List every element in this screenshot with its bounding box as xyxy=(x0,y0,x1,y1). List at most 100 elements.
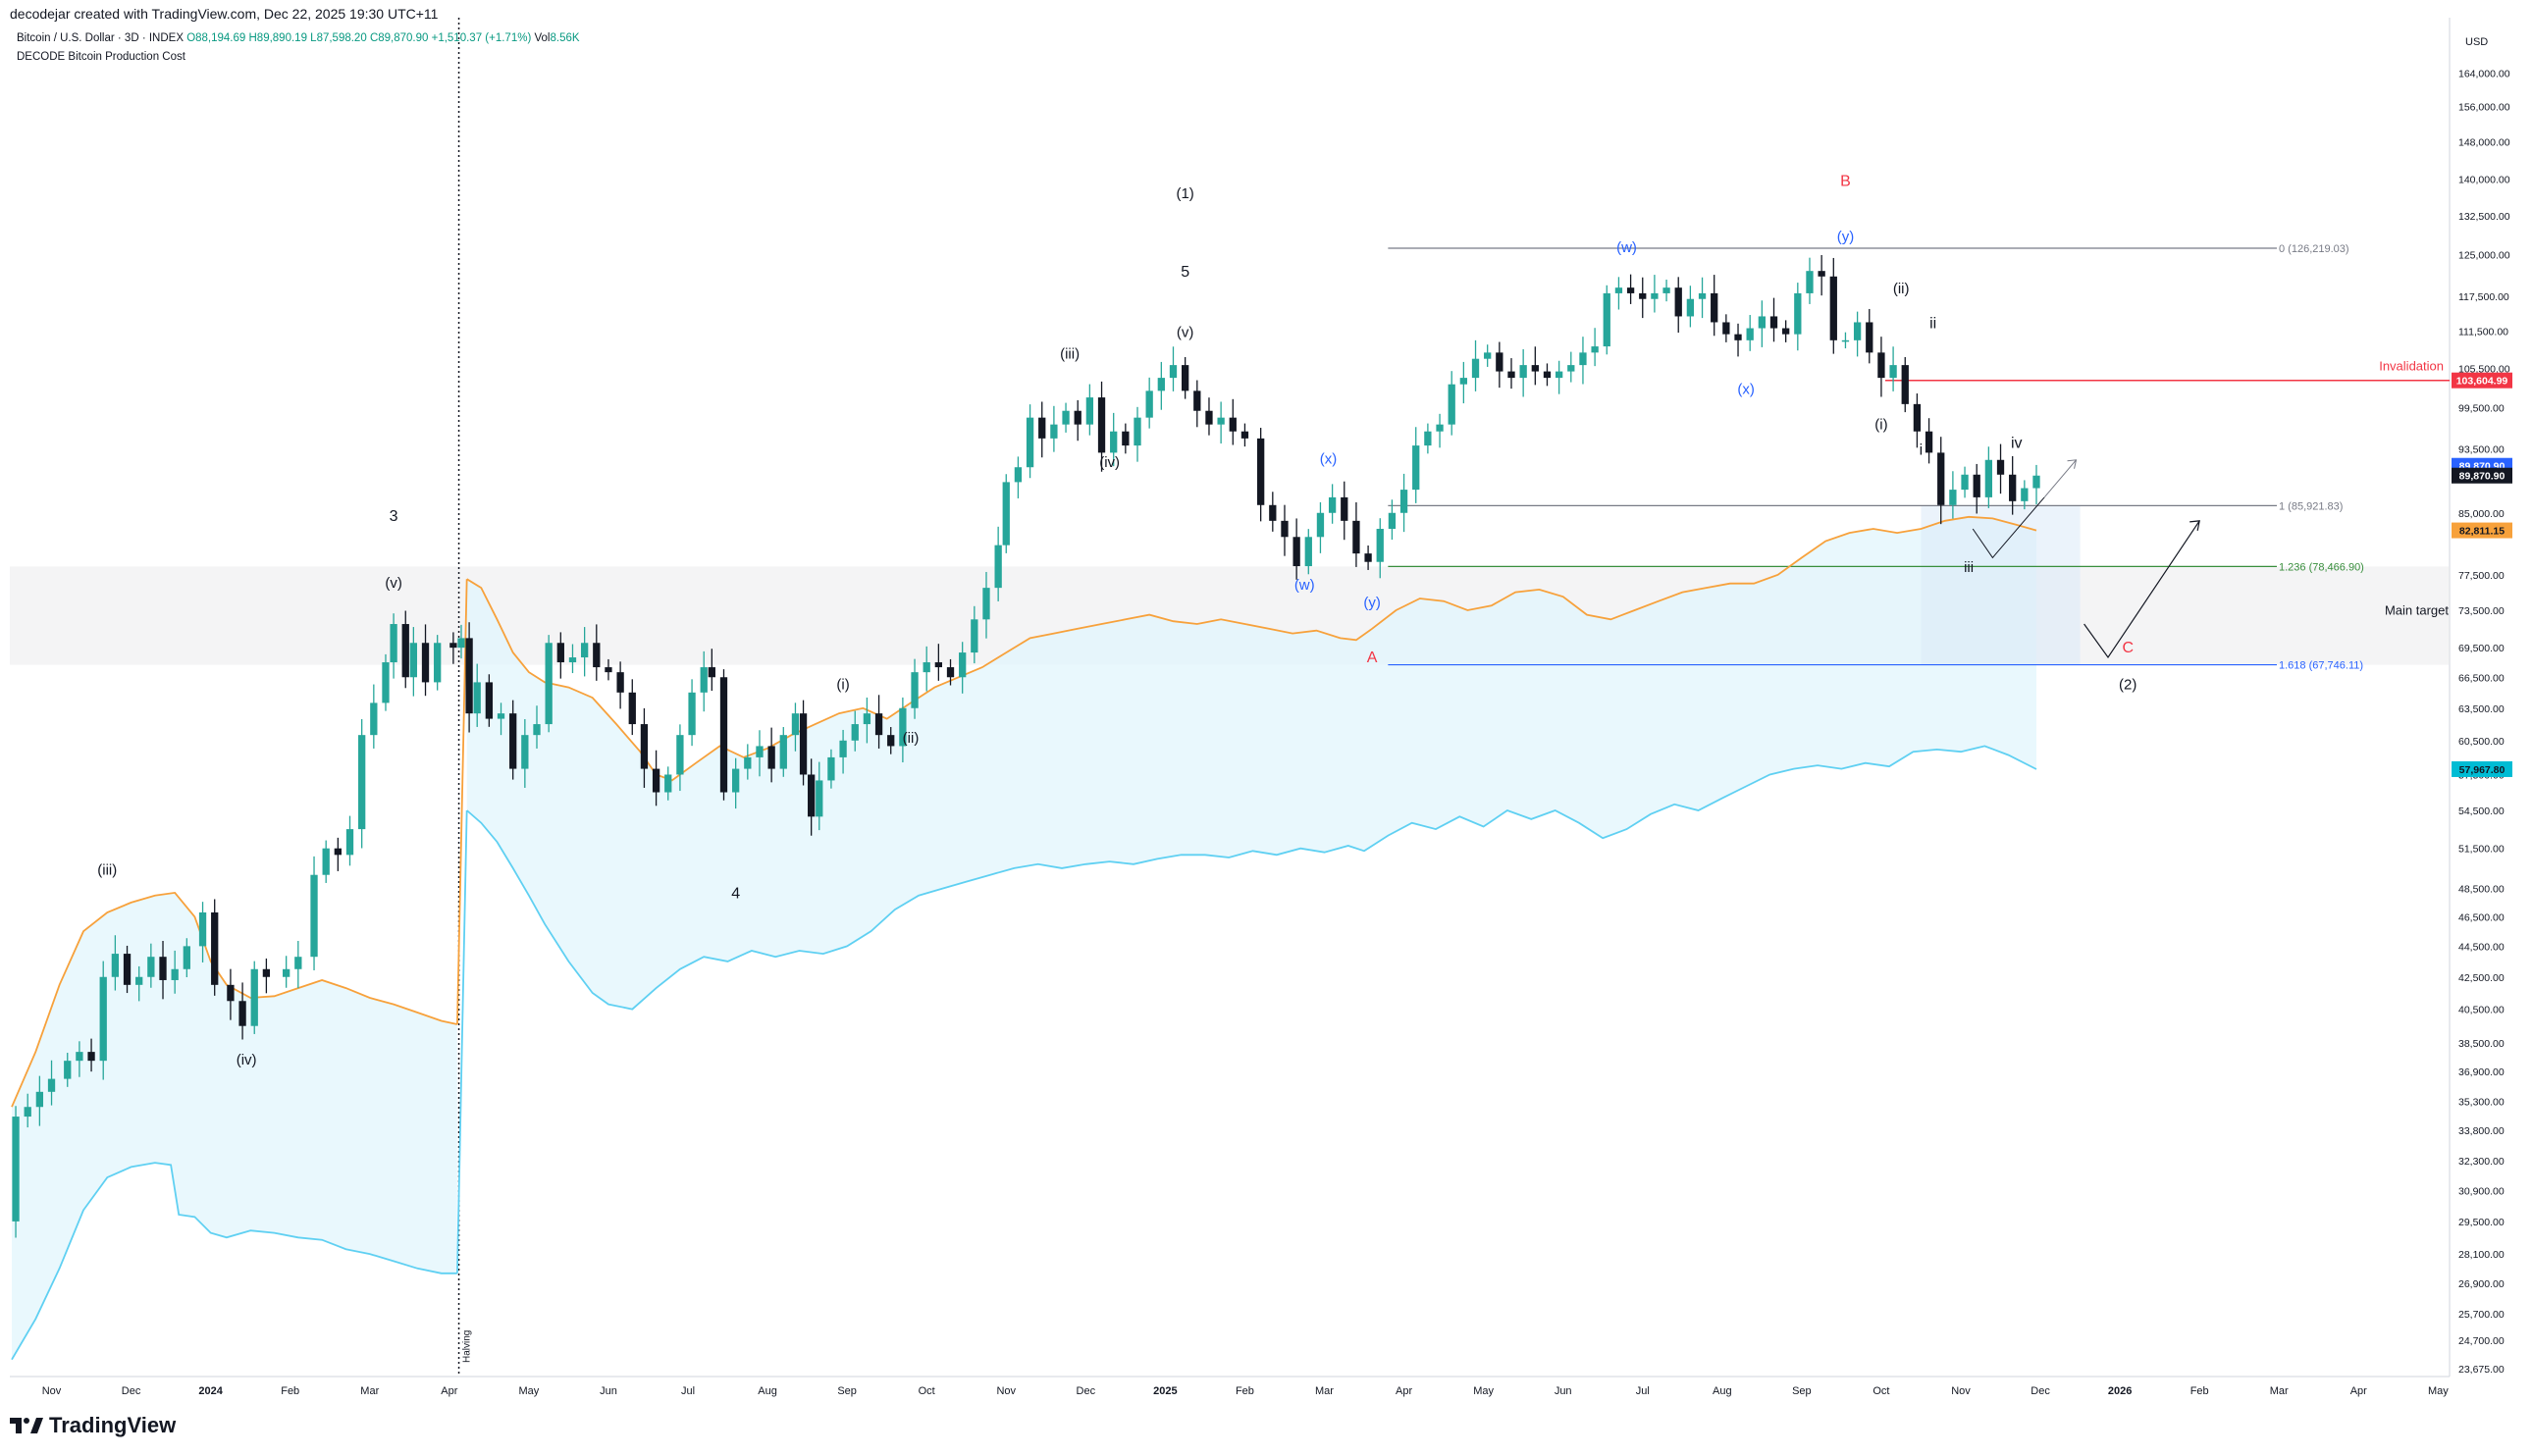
candle-body xyxy=(421,643,430,683)
candle xyxy=(1074,399,1081,442)
wave-label: (y) xyxy=(1363,595,1381,611)
candle xyxy=(1459,361,1468,404)
x-tick-label: Jun xyxy=(1555,1385,1572,1397)
candle-body xyxy=(1484,352,1492,359)
candle xyxy=(1205,397,1213,436)
fib-level-label: 1.236 (78,466.90) xyxy=(2279,561,2364,573)
candle xyxy=(1304,529,1312,575)
candle-body xyxy=(1626,287,1635,293)
candle xyxy=(1996,443,2005,494)
candle xyxy=(1841,332,1850,349)
candle xyxy=(1901,356,1909,413)
candle xyxy=(24,1093,31,1128)
candle xyxy=(676,724,684,792)
candle xyxy=(1399,473,1408,533)
candle-body xyxy=(345,829,354,856)
tradingview-logo[interactable]: TradingView xyxy=(10,1413,176,1438)
candle-body xyxy=(1603,292,1610,347)
y-tick-label: 69,500.00 xyxy=(2458,643,2505,654)
candle xyxy=(1240,423,1249,447)
x-tick-label: Jun xyxy=(600,1385,617,1397)
candle xyxy=(457,624,465,659)
candle xyxy=(1639,277,1647,319)
candle-body xyxy=(1591,346,1599,353)
candle-body xyxy=(227,984,235,1002)
candle xyxy=(827,749,835,789)
candle xyxy=(1651,275,1659,313)
candle xyxy=(1026,404,1034,479)
candle xyxy=(628,679,636,736)
band-lower-line xyxy=(456,810,468,1274)
candle-body xyxy=(1639,292,1647,299)
main-target-label: Main target xyxy=(2385,603,2449,618)
candle xyxy=(1626,274,1635,304)
candle-body xyxy=(171,968,179,980)
x-tick-label: Sep xyxy=(1792,1385,1812,1397)
candle xyxy=(1484,344,1492,367)
candle-body xyxy=(640,724,649,769)
wave-label: (y) xyxy=(1837,229,1855,245)
candle xyxy=(1603,285,1610,355)
candle-body xyxy=(497,713,505,719)
candle xyxy=(1122,423,1130,454)
wave-label: (w) xyxy=(1616,239,1637,256)
candle xyxy=(911,658,919,719)
candle xyxy=(808,758,816,836)
candle-body xyxy=(401,624,409,678)
candle-body xyxy=(1973,474,1980,497)
candle xyxy=(700,650,708,712)
candle-body xyxy=(676,735,684,775)
candle xyxy=(1806,257,1814,304)
candle-body xyxy=(1169,365,1178,379)
y-tick-label: 111,500.00 xyxy=(2458,327,2508,338)
ohlc-change: +1,510.37 (+1.71%) xyxy=(431,32,532,44)
candle xyxy=(1085,384,1094,436)
candle xyxy=(874,695,883,749)
candle-body xyxy=(1026,417,1034,468)
y-tick-label: 40,500.00 xyxy=(2458,1005,2505,1016)
candle xyxy=(899,697,907,763)
candle xyxy=(1937,437,1945,525)
x-tick-label: Feb xyxy=(2190,1385,2209,1397)
x-tick-label: Nov xyxy=(42,1385,62,1397)
x-tick-label: 2026 xyxy=(2108,1385,2132,1397)
candle xyxy=(409,627,418,697)
candle-body xyxy=(605,667,612,673)
y-tick-label: 140,000.00 xyxy=(2458,174,2510,185)
candle xyxy=(1193,380,1201,428)
candle-body xyxy=(851,724,859,741)
x-tick-label: Jul xyxy=(681,1385,695,1397)
candle-body xyxy=(1074,410,1081,425)
candle xyxy=(1698,277,1707,319)
y-tick-label: 105,500.00 xyxy=(2458,363,2510,375)
price-label-text: 103,604.99 xyxy=(2456,376,2508,388)
invalidation-label: Invalidation xyxy=(2379,359,2444,374)
candle xyxy=(1889,346,1897,391)
candle-body xyxy=(123,954,132,985)
candle xyxy=(1182,356,1189,399)
candle xyxy=(1328,484,1337,524)
candle-body xyxy=(1698,292,1707,299)
candle xyxy=(994,526,1002,601)
candle-body xyxy=(1304,537,1312,567)
candle-body xyxy=(1341,496,1348,521)
candle xyxy=(1866,308,1873,364)
candle-body xyxy=(283,968,290,977)
candle-body xyxy=(76,1052,83,1062)
candle-body xyxy=(593,643,601,668)
candle xyxy=(401,610,409,689)
candle xyxy=(1818,254,1825,296)
y-axis-unit: USD xyxy=(2465,36,2488,48)
price-label-text: 57,967.80 xyxy=(2459,764,2506,776)
candle-body xyxy=(839,740,847,757)
candle xyxy=(1519,348,1527,397)
candle-body xyxy=(700,667,708,693)
candle-body xyxy=(545,643,553,725)
candle xyxy=(1448,371,1455,436)
candle-body xyxy=(211,911,219,985)
candle-body xyxy=(1925,431,1933,453)
volume-value: 8.56K xyxy=(550,32,580,44)
candle xyxy=(465,622,473,733)
candle-body xyxy=(767,746,775,769)
